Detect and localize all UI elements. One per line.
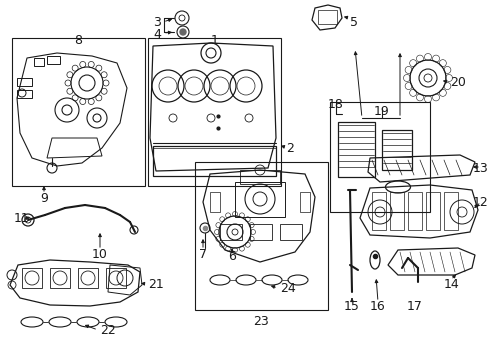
Text: 19: 19: [374, 105, 390, 118]
Text: 7: 7: [199, 248, 207, 261]
Text: 10: 10: [92, 248, 108, 261]
Text: 12: 12: [472, 195, 488, 208]
Text: 18: 18: [328, 98, 344, 111]
Text: 11: 11: [14, 211, 30, 225]
Text: 6: 6: [228, 250, 236, 263]
Text: 3: 3: [153, 15, 161, 28]
Circle shape: [180, 29, 186, 35]
Text: 13: 13: [472, 162, 488, 175]
Text: 14: 14: [444, 278, 460, 291]
Text: 4: 4: [153, 28, 161, 41]
Bar: [195, 162, 328, 310]
Text: 16: 16: [370, 300, 386, 313]
Bar: [12, 38, 145, 186]
Text: 23: 23: [253, 315, 269, 328]
Text: 24: 24: [280, 282, 296, 294]
Text: 5: 5: [350, 15, 358, 28]
Text: 2: 2: [286, 141, 294, 154]
Text: 1: 1: [211, 34, 219, 47]
Text: 15: 15: [344, 300, 360, 313]
Bar: [330, 102, 430, 212]
Bar: [148, 38, 281, 186]
Text: 21: 21: [148, 279, 164, 292]
Text: 8: 8: [74, 34, 82, 47]
Text: 9: 9: [40, 192, 48, 205]
Text: 22: 22: [100, 324, 116, 337]
Text: 17: 17: [407, 300, 423, 313]
Text: 20: 20: [450, 77, 466, 90]
